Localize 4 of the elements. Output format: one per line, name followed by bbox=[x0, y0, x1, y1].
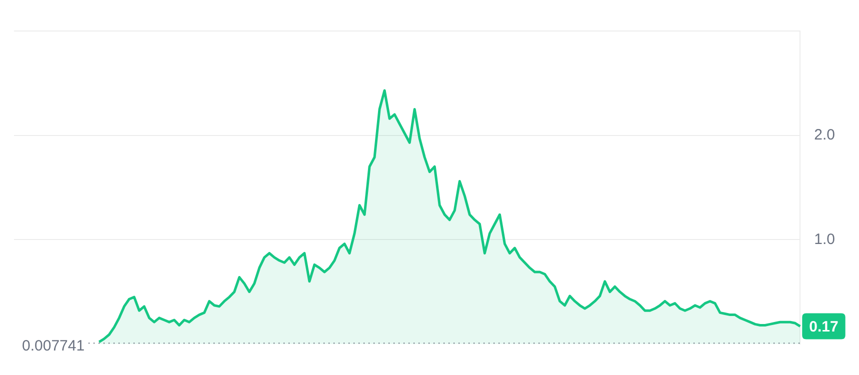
annotation: 0.17 bbox=[809, 318, 838, 336]
y-tick-label: 2.0 bbox=[814, 126, 836, 144]
y-tick-label: 1.0 bbox=[814, 230, 836, 248]
ref-line-label: 0.007741 bbox=[22, 337, 85, 354]
